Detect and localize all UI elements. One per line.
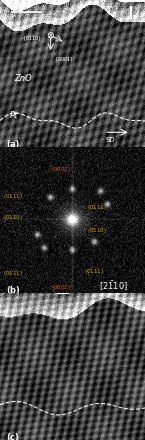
Text: $[2\bar{1}10]$: $[2\bar{1}10]$ xyxy=(99,280,128,293)
Text: (b): (b) xyxy=(6,286,20,295)
Text: $(0\bar{1}11)$: $(0\bar{1}11)$ xyxy=(87,203,107,213)
Text: $\{2\bar{1}\bar{1}0\}$: $\{2\bar{1}\bar{1}0\}$ xyxy=(39,17,59,26)
Text: SD: SD xyxy=(106,137,115,143)
Text: $(0110)$: $(0110)$ xyxy=(3,213,23,222)
Text: ZnO: ZnO xyxy=(14,74,32,83)
Text: $(01\bar{1}1)$: $(01\bar{1}1)$ xyxy=(3,268,23,279)
Text: $(0002)$: $(0002)$ xyxy=(51,283,70,292)
Text: (a): (a) xyxy=(6,139,19,149)
Text: $(0\bar{1}10)$: $(0\bar{1}10)$ xyxy=(87,226,107,236)
Text: $(01\bar{1}\bar{1})$: $(01\bar{1}\bar{1})$ xyxy=(3,192,23,202)
Text: Pt: Pt xyxy=(10,110,18,120)
Text: 2 nm: 2 nm xyxy=(19,4,35,9)
Text: (c): (c) xyxy=(6,433,19,440)
Text: $(0\bar{1}\bar{1}1)$: $(0\bar{1}\bar{1}1)$ xyxy=(84,267,104,277)
Text: $(000\bar{2})$: $(000\bar{2})$ xyxy=(51,165,70,175)
Text: $\{01\bar{1}0\}$: $\{01\bar{1}0\}$ xyxy=(22,34,42,44)
Text: $\{0001\}$: $\{0001\}$ xyxy=(54,56,74,64)
